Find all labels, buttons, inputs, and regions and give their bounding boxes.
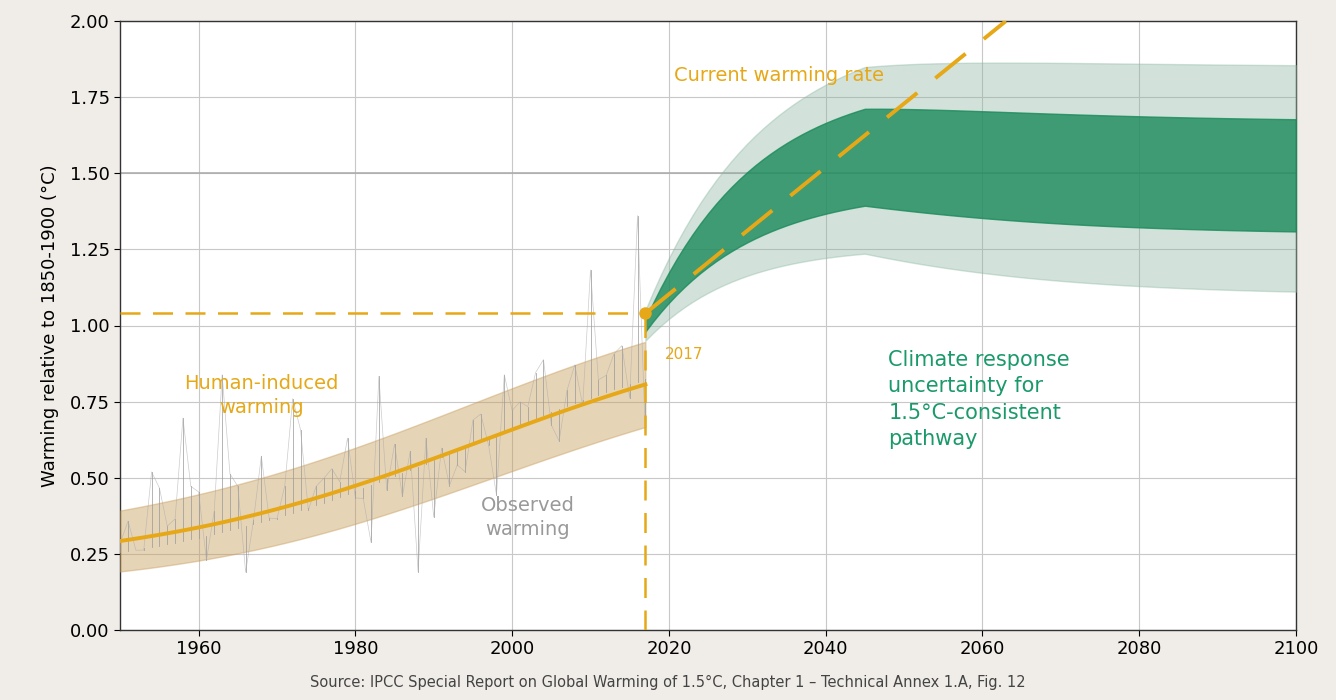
Text: Source: IPCC Special Report on Global Warming of 1.5°C, Chapter 1 – Technical An: Source: IPCC Special Report on Global Wa… [310, 675, 1026, 690]
Text: Observed
warming: Observed warming [481, 496, 574, 538]
Text: Climate response
uncertainty for
1.5°C-consistent
pathway: Climate response uncertainty for 1.5°C-c… [888, 350, 1070, 449]
Text: Human-induced
warming: Human-induced warming [184, 374, 338, 416]
Y-axis label: Warming relative to 1850-1900 (°C): Warming relative to 1850-1900 (°C) [40, 164, 59, 486]
Text: Current warming rate: Current warming rate [673, 66, 883, 85]
Text: 2017: 2017 [665, 346, 704, 362]
